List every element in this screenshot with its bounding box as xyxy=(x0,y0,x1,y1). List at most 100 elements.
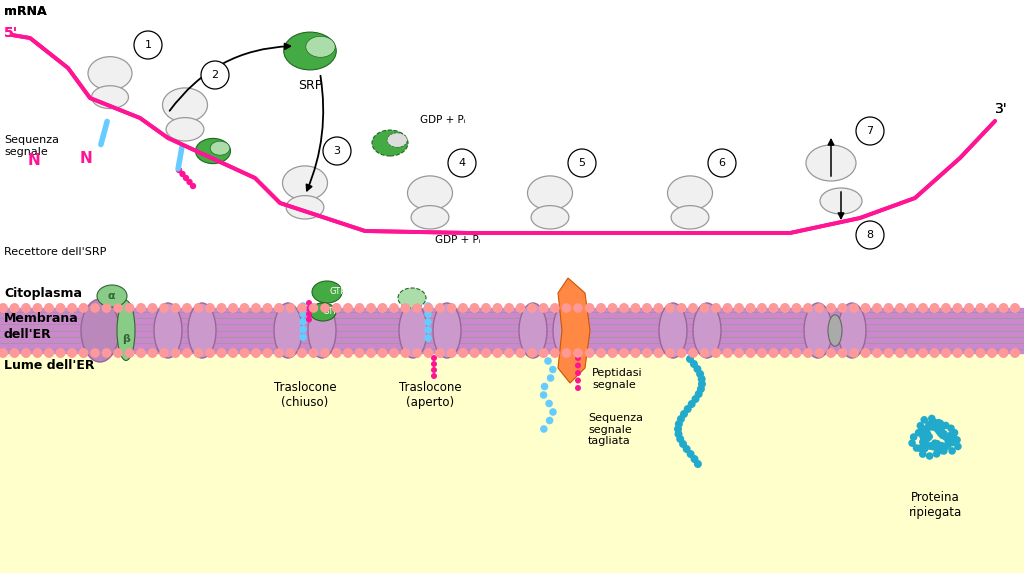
Circle shape xyxy=(449,149,476,177)
Circle shape xyxy=(924,430,931,438)
Circle shape xyxy=(205,303,215,313)
Circle shape xyxy=(919,438,927,446)
Circle shape xyxy=(299,310,307,317)
Circle shape xyxy=(562,348,571,358)
Circle shape xyxy=(677,348,686,358)
Circle shape xyxy=(33,348,42,358)
Circle shape xyxy=(916,445,924,452)
Text: 6: 6 xyxy=(719,158,725,168)
Circle shape xyxy=(446,303,457,313)
Circle shape xyxy=(666,348,675,358)
Text: GTP: GTP xyxy=(323,308,339,316)
Circle shape xyxy=(79,303,88,313)
Circle shape xyxy=(540,391,548,399)
Circle shape xyxy=(631,348,640,358)
Circle shape xyxy=(826,303,836,313)
Circle shape xyxy=(653,303,664,313)
Circle shape xyxy=(940,430,948,438)
Circle shape xyxy=(792,303,802,313)
Circle shape xyxy=(299,325,307,333)
Circle shape xyxy=(0,303,8,313)
Circle shape xyxy=(343,348,353,358)
Circle shape xyxy=(516,348,525,358)
Text: N: N xyxy=(28,153,41,168)
Circle shape xyxy=(217,303,226,313)
Circle shape xyxy=(299,302,307,310)
Circle shape xyxy=(884,303,893,313)
Circle shape xyxy=(286,348,295,358)
Circle shape xyxy=(575,370,581,376)
Circle shape xyxy=(987,348,996,358)
Ellipse shape xyxy=(398,288,426,308)
Circle shape xyxy=(780,348,790,358)
Circle shape xyxy=(607,348,617,358)
Text: Citoplasma: Citoplasma xyxy=(4,287,82,300)
Circle shape xyxy=(684,405,692,413)
Circle shape xyxy=(55,348,66,358)
Circle shape xyxy=(343,303,353,313)
Circle shape xyxy=(493,348,503,358)
Circle shape xyxy=(938,447,945,454)
Circle shape xyxy=(114,348,123,358)
Circle shape xyxy=(251,348,261,358)
Circle shape xyxy=(723,348,732,358)
Circle shape xyxy=(550,303,560,313)
Circle shape xyxy=(919,348,928,358)
Circle shape xyxy=(470,303,479,313)
Circle shape xyxy=(921,439,928,446)
Circle shape xyxy=(147,303,158,313)
Circle shape xyxy=(182,348,191,358)
Circle shape xyxy=(933,450,940,458)
Circle shape xyxy=(481,303,490,313)
Circle shape xyxy=(942,422,949,429)
Circle shape xyxy=(803,348,813,358)
Circle shape xyxy=(596,348,606,358)
Text: 3': 3' xyxy=(995,102,1008,116)
Circle shape xyxy=(22,348,31,358)
Circle shape xyxy=(575,385,581,391)
Circle shape xyxy=(194,303,204,313)
Circle shape xyxy=(734,303,743,313)
Circle shape xyxy=(585,348,594,358)
Circle shape xyxy=(125,348,134,358)
Circle shape xyxy=(136,348,145,358)
Circle shape xyxy=(723,348,732,358)
Circle shape xyxy=(33,348,42,358)
Circle shape xyxy=(378,303,387,313)
Circle shape xyxy=(367,303,376,313)
Circle shape xyxy=(0,348,8,358)
Circle shape xyxy=(757,348,767,358)
Circle shape xyxy=(332,303,341,313)
Circle shape xyxy=(228,348,238,358)
Circle shape xyxy=(539,303,548,313)
Circle shape xyxy=(171,348,180,358)
Ellipse shape xyxy=(283,166,328,200)
Circle shape xyxy=(861,303,870,313)
Circle shape xyxy=(927,442,934,450)
Circle shape xyxy=(389,303,398,313)
Circle shape xyxy=(666,303,675,313)
Circle shape xyxy=(217,348,226,358)
Circle shape xyxy=(769,348,778,358)
Circle shape xyxy=(607,303,617,313)
Circle shape xyxy=(424,326,432,334)
Circle shape xyxy=(642,348,652,358)
Circle shape xyxy=(573,348,583,358)
Circle shape xyxy=(941,444,949,451)
Circle shape xyxy=(923,425,930,433)
Circle shape xyxy=(734,303,743,313)
Circle shape xyxy=(240,303,249,313)
Circle shape xyxy=(435,303,444,313)
Circle shape xyxy=(299,318,307,325)
Circle shape xyxy=(849,303,859,313)
Ellipse shape xyxy=(693,303,721,358)
Circle shape xyxy=(183,175,189,181)
Circle shape xyxy=(676,435,684,443)
Circle shape xyxy=(424,348,433,358)
Circle shape xyxy=(920,426,927,434)
Circle shape xyxy=(585,348,594,358)
Circle shape xyxy=(147,303,158,313)
Circle shape xyxy=(944,437,952,444)
Circle shape xyxy=(677,415,685,423)
Circle shape xyxy=(931,419,938,426)
